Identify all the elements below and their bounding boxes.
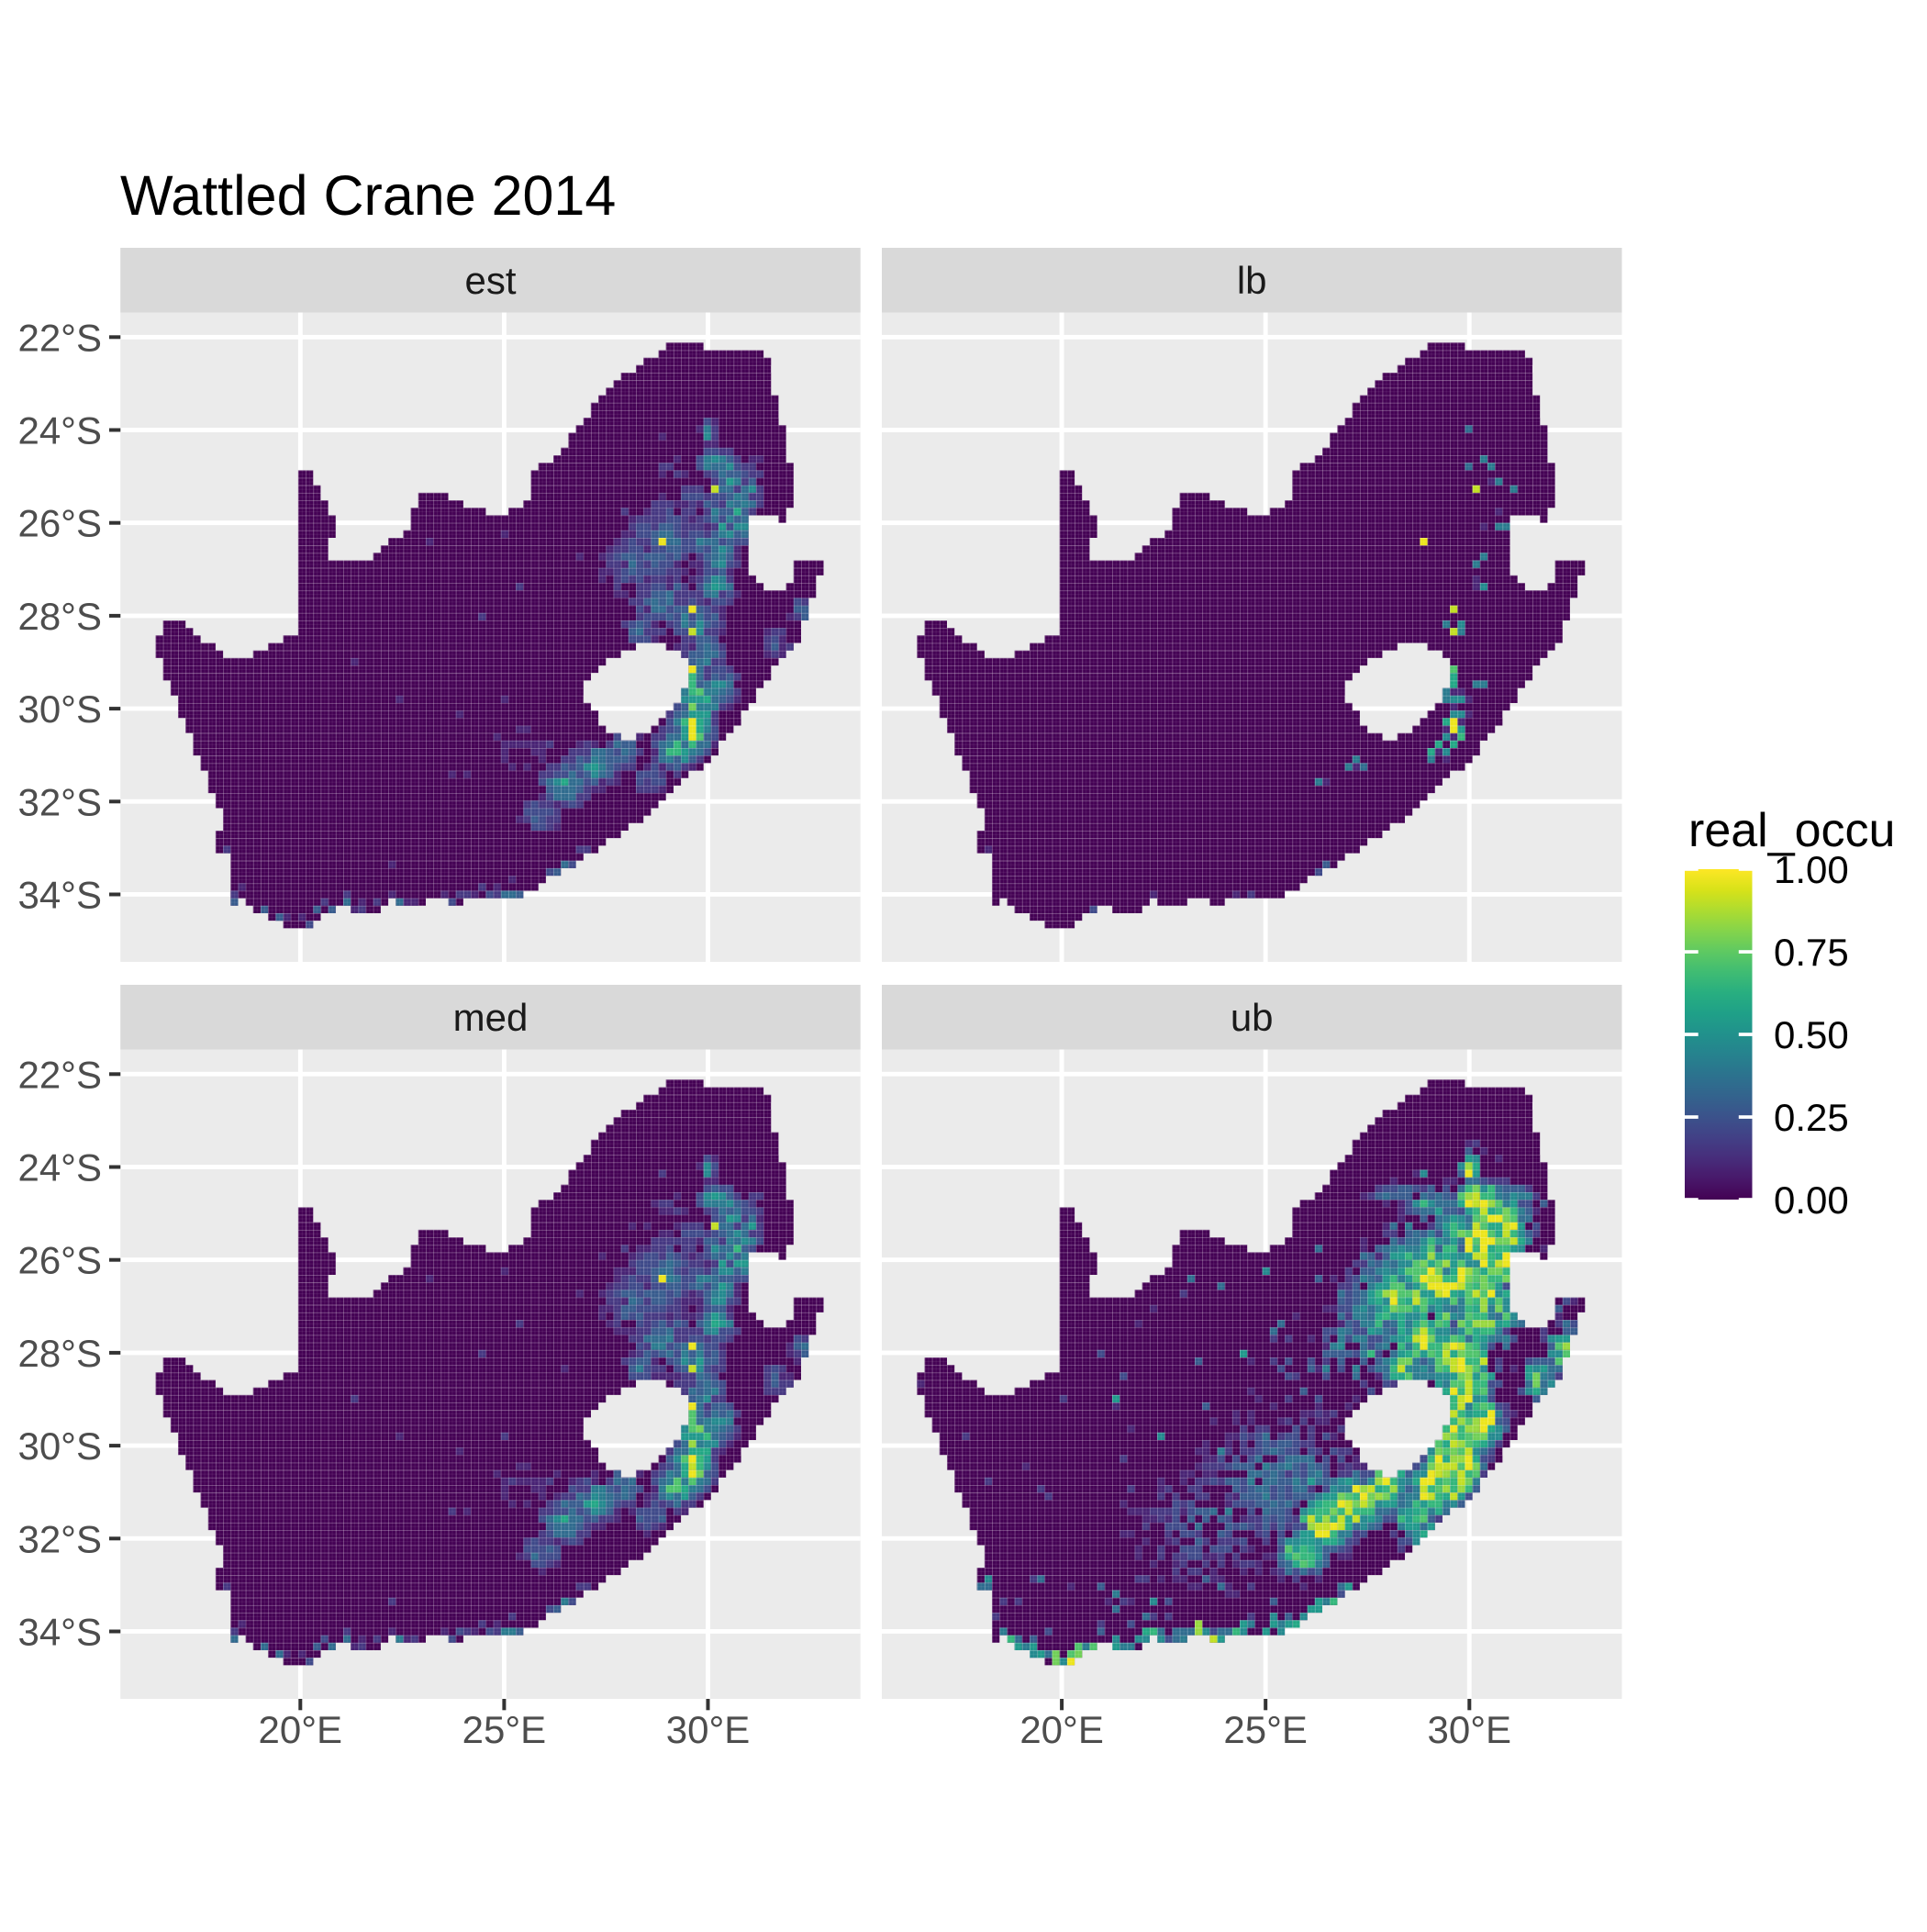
svg-text:0.00: 0.00 <box>1774 1178 1849 1222</box>
svg-text:30°E: 30°E <box>666 1708 751 1751</box>
svg-text:22°S: 22°S <box>17 1053 102 1096</box>
svg-text:ub: ub <box>1231 996 1274 1039</box>
svg-text:Wattled Crane 2014: Wattled Crane 2014 <box>120 164 616 227</box>
svg-text:est: est <box>464 259 516 302</box>
svg-text:28°S: 28°S <box>17 1332 102 1375</box>
svg-text:32°S: 32°S <box>17 1517 102 1560</box>
svg-text:30°E: 30°E <box>1428 1708 1512 1751</box>
svg-text:32°S: 32°S <box>17 780 102 823</box>
svg-text:34°S: 34°S <box>17 874 102 917</box>
svg-text:25°E: 25°E <box>1223 1708 1308 1751</box>
svg-text:25°E: 25°E <box>462 1708 547 1751</box>
svg-text:24°S: 24°S <box>17 1146 102 1189</box>
svg-text:0.50: 0.50 <box>1774 1013 1849 1056</box>
svg-text:34°S: 34°S <box>17 1611 102 1654</box>
svg-text:28°S: 28°S <box>17 595 102 638</box>
svg-text:26°S: 26°S <box>17 502 102 545</box>
svg-text:30°S: 30°S <box>17 687 102 731</box>
svg-text:0.25: 0.25 <box>1774 1096 1849 1139</box>
svg-text:med: med <box>453 996 529 1039</box>
svg-text:real_occu: real_occu <box>1688 804 1895 857</box>
svg-text:24°S: 24°S <box>17 409 102 452</box>
svg-text:20°E: 20°E <box>259 1708 343 1751</box>
svg-text:30°S: 30°S <box>17 1424 102 1468</box>
svg-text:22°S: 22°S <box>17 316 102 359</box>
svg-text:1.00: 1.00 <box>1774 848 1849 891</box>
svg-text:20°E: 20°E <box>1019 1708 1104 1751</box>
svg-text:0.75: 0.75 <box>1774 931 1849 974</box>
svg-text:lb: lb <box>1237 259 1267 302</box>
svg-text:26°S: 26°S <box>17 1239 102 1282</box>
